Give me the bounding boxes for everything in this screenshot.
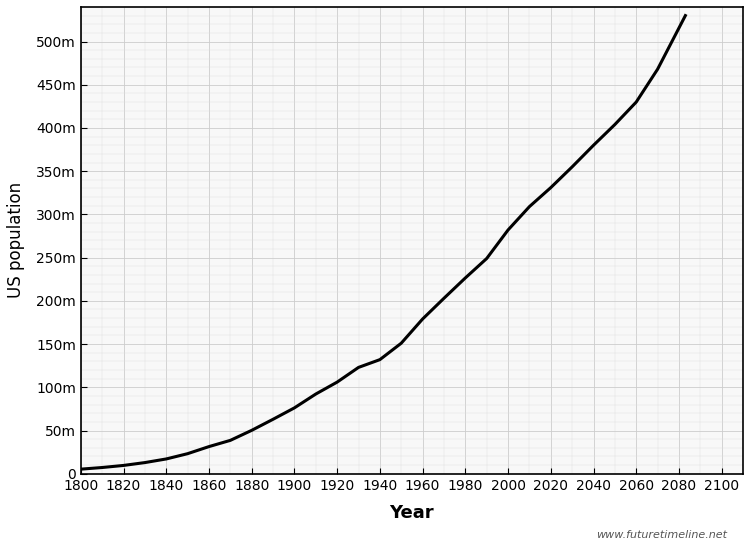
- Text: www.futuretimeline.net: www.futuretimeline.net: [596, 530, 728, 540]
- X-axis label: Year: Year: [389, 504, 434, 522]
- Y-axis label: US population: US population: [7, 182, 25, 299]
